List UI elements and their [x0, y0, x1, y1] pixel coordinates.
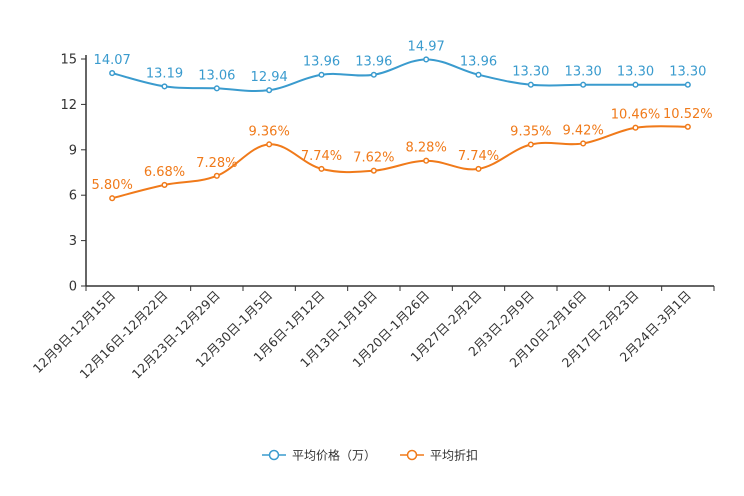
data-point[interactable]: [632, 124, 639, 131]
data-point[interactable]: [475, 71, 482, 78]
data-label: 14.07: [94, 53, 131, 68]
data-point[interactable]: [684, 123, 691, 130]
data-label: 9.36%: [249, 124, 290, 139]
data-labels: 14.07 13.19 13.06 12.94 13.96 13.96 14.97 13.96…: [92, 39, 713, 193]
y-tick-label: 0: [69, 280, 77, 295]
data-label: 13.30: [565, 65, 602, 80]
y-tick-label: 3: [69, 234, 77, 249]
series-line-1: [111, 125, 688, 200]
data-point[interactable]: [370, 167, 377, 174]
data-point[interactable]: [632, 81, 639, 88]
y-tick-label: 15: [60, 53, 77, 68]
data-label: 7.62%: [353, 151, 394, 166]
data-label: 7.28%: [196, 156, 237, 171]
y-axis: 0 3 6 9 12 15: [60, 53, 87, 295]
y-tick-label: 6: [69, 189, 77, 204]
legend-marker-icon: [406, 449, 418, 461]
data-point[interactable]: [109, 195, 116, 202]
series-layer: [109, 56, 691, 202]
data-label: 10.52%: [663, 107, 713, 122]
data-point[interactable]: [266, 87, 273, 94]
legend-item-0[interactable]: 平均价格（万）: [262, 448, 376, 463]
data-point[interactable]: [423, 157, 430, 164]
x-tick-label: 12月23日-12月29日: [129, 288, 223, 382]
data-point[interactable]: [266, 141, 273, 148]
data-label: 8.28%: [406, 141, 447, 156]
data-point[interactable]: [161, 181, 168, 188]
x-tick-label: 12月16日-12月22日: [76, 288, 170, 382]
y-tick-label: 12: [60, 98, 77, 113]
data-label: 13.96: [303, 55, 340, 70]
data-label: 7.74%: [301, 149, 342, 164]
x-axis: 12月9日-12月15日12月16日-12月22日12月23日-12月29日12…: [30, 285, 715, 382]
data-label: 14.97: [408, 39, 445, 54]
y-tick-label: 9: [69, 143, 77, 158]
data-point[interactable]: [580, 81, 587, 88]
data-label: 13.06: [198, 68, 235, 83]
data-label: 12.94: [251, 70, 288, 85]
data-label: 13.19: [146, 66, 183, 81]
data-point[interactable]: [318, 71, 325, 78]
data-label: 6.68%: [144, 165, 185, 180]
series-line-0: [111, 58, 688, 93]
data-label: 13.30: [617, 65, 654, 80]
data-point[interactable]: [213, 85, 220, 92]
data-point[interactable]: [370, 71, 377, 78]
data-point[interactable]: [213, 172, 220, 179]
data-label: 9.35%: [510, 125, 551, 140]
legend-item-1[interactable]: 平均折扣: [400, 448, 478, 463]
data-point[interactable]: [527, 81, 534, 88]
data-label: 13.30: [512, 65, 549, 80]
data-point[interactable]: [318, 165, 325, 172]
data-point[interactable]: [475, 165, 482, 172]
data-label: 13.96: [460, 55, 497, 70]
data-point[interactable]: [109, 70, 116, 77]
data-label: 13.96: [355, 55, 392, 70]
data-label: 5.80%: [92, 178, 133, 193]
legend-label: 平均折扣: [430, 448, 478, 463]
data-label: 13.30: [669, 65, 706, 80]
data-point[interactable]: [161, 83, 168, 90]
data-label: 10.46%: [611, 108, 661, 123]
legend-marker-icon: [268, 449, 280, 461]
legend[interactable]: 平均价格（万） 平均折扣: [262, 448, 478, 463]
data-label: 7.74%: [458, 149, 499, 164]
legend-label: 平均价格（万）: [292, 448, 376, 463]
data-point[interactable]: [527, 141, 534, 148]
data-point[interactable]: [423, 56, 430, 63]
data-label: 9.42%: [563, 123, 604, 138]
data-point[interactable]: [580, 140, 587, 147]
data-point[interactable]: [684, 81, 691, 88]
